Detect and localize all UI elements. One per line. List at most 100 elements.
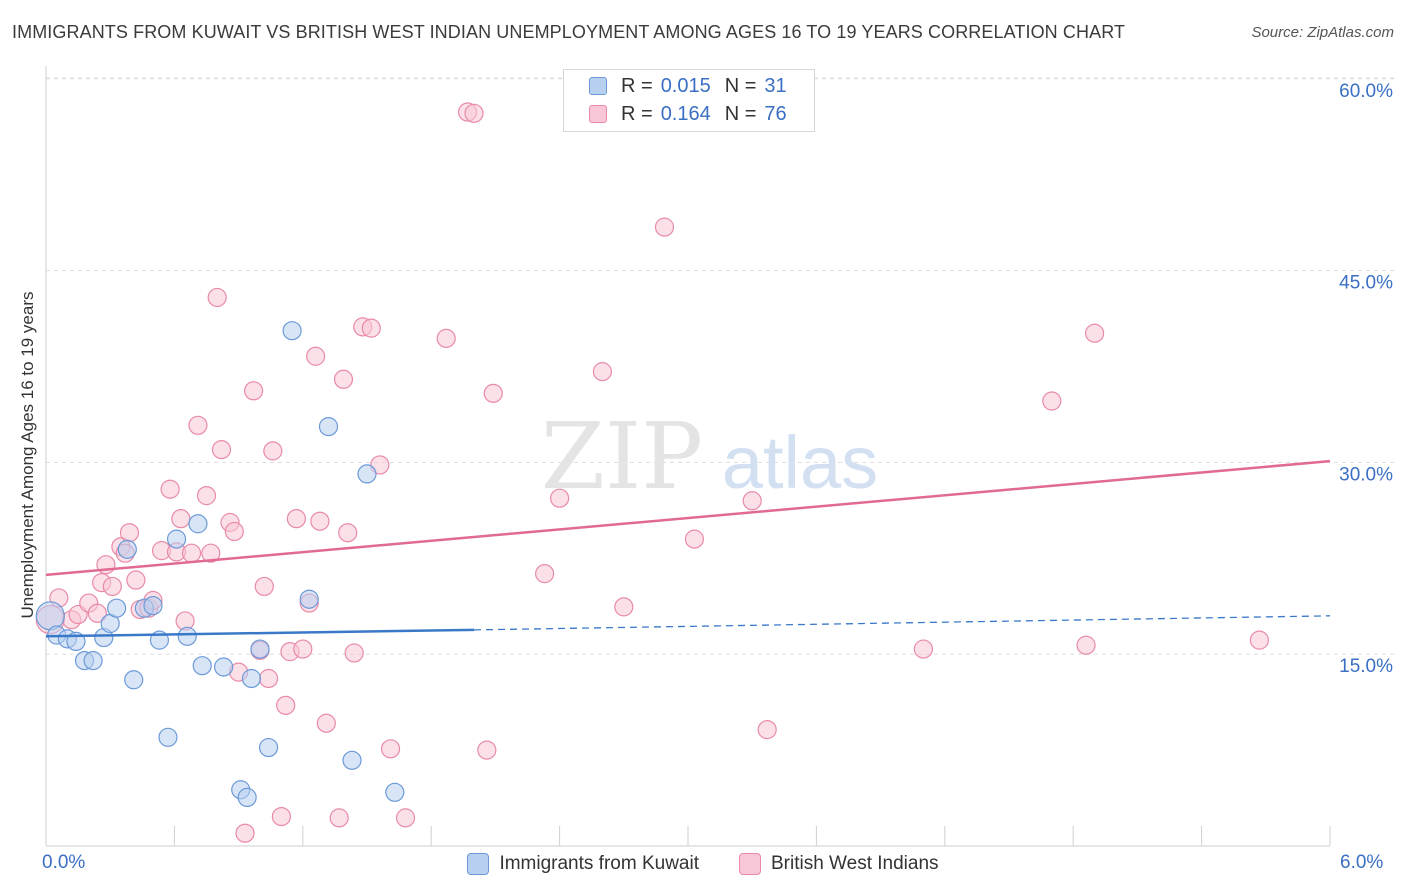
point-bwi [310, 511, 330, 531]
source-credit: Source: ZipAtlas.com [1251, 24, 1394, 41]
point-bwi [316, 713, 336, 733]
point-bwi [329, 808, 349, 828]
point-bwi [188, 415, 208, 435]
point-bwi [235, 823, 255, 843]
point-bwi [263, 441, 283, 461]
point-bwi [102, 576, 122, 597]
point-bwi [271, 806, 291, 827]
x-tick-label-max: 6.0% [1340, 852, 1384, 873]
point-kuwait [299, 589, 319, 609]
point-bwi [757, 720, 777, 740]
point-bwi [293, 639, 313, 659]
legend-item-kuwait: Immigrants from Kuwait [467, 853, 699, 875]
point-bwi [306, 346, 326, 366]
point-bwi [171, 509, 191, 529]
point-bwi [380, 739, 401, 759]
trend-lines [45, 459, 1331, 638]
point-bwi [535, 564, 555, 584]
point-bwi [684, 529, 705, 549]
grid-lines [46, 77, 1395, 655]
point-bwi [361, 318, 381, 338]
point-bwi [344, 643, 364, 663]
point-kuwait [318, 416, 339, 437]
point-bwi [211, 440, 232, 460]
point-kuwait [241, 668, 262, 689]
legend-label-kuwait: Immigrants from Kuwait [499, 853, 699, 874]
legend-n-value: 76 [764, 102, 787, 125]
point-kuwait [177, 626, 197, 646]
point-bwi [549, 488, 570, 508]
legend-r-label: R = [621, 74, 653, 97]
chart-title: IMMIGRANTS FROM KUWAIT VS BRITISH WEST I… [12, 22, 1126, 42]
point-bwi [258, 668, 279, 689]
point-bwi [1084, 323, 1105, 343]
trend-line-kuwait-extension [473, 615, 1331, 631]
point-kuwait [357, 464, 377, 484]
watermark-atlas: atlas [722, 421, 878, 504]
point-bwi [276, 695, 296, 715]
point-kuwait [117, 539, 137, 559]
point-bwi [464, 103, 484, 123]
legend-swatch-kuwait [589, 77, 607, 95]
point-bwi [160, 479, 180, 499]
y-tick-label: 45.0% [1339, 273, 1393, 294]
point-kuwait [158, 727, 178, 747]
legend-row-kuwait: R = 0.015 N = 31 [589, 74, 787, 98]
point-bwi [436, 328, 456, 348]
point-bwi [742, 491, 762, 511]
legend-swatch-kuwait [467, 853, 490, 875]
point-bwi [333, 369, 354, 389]
point-bwi [592, 362, 613, 382]
point-bwi [1076, 635, 1096, 655]
point-bwi [119, 523, 140, 543]
point-bwi [477, 740, 497, 760]
point-bwi [614, 597, 634, 617]
y-tick-label: 15.0% [1339, 656, 1393, 677]
legend-swatch-bwi [589, 105, 607, 123]
y-tick-label: 30.0% [1339, 464, 1393, 485]
legend-swatch-bwi [738, 853, 761, 875]
point-kuwait [192, 656, 212, 676]
point-bwi [254, 576, 274, 597]
point-kuwait [214, 657, 234, 677]
legend-r-value: 0.015 [660, 74, 711, 97]
point-kuwait [237, 787, 257, 808]
point-bwi [338, 523, 358, 543]
point-kuwait [83, 650, 103, 671]
point-bwi [654, 217, 675, 237]
point-kuwait [282, 321, 302, 341]
point-bwi [395, 808, 416, 828]
point-bwi [207, 287, 227, 308]
point-bwi [87, 603, 107, 623]
legend-r-value: 0.164 [660, 102, 711, 125]
point-bwi [1249, 630, 1269, 650]
point-kuwait [258, 737, 279, 758]
point-bwi [224, 521, 244, 542]
legend-stats: R = 0.015 N = 31 R = 0.164 N = 76 [563, 69, 815, 132]
point-bwi [1042, 391, 1062, 411]
point-bwi [201, 543, 221, 563]
point-kuwait [342, 750, 362, 770]
point-bwi [196, 486, 217, 506]
point-kuwait [166, 529, 187, 549]
watermark: ZIP atlas [541, 403, 878, 510]
legend-n-label: N = [724, 74, 757, 97]
legend-series: Immigrants from Kuwait British West Indi… [0, 851, 1406, 877]
legend-n-value: 31 [764, 74, 787, 97]
point-bwi [483, 383, 503, 403]
y-tick-label: 60.0% [1339, 81, 1393, 102]
series-immigrants-from-kuwait [35, 321, 405, 808]
point-bwi [913, 639, 934, 659]
legend-n-label: N = [724, 102, 757, 125]
point-bwi [126, 570, 146, 590]
point-kuwait [143, 596, 163, 616]
legend-r-label: R = [621, 102, 653, 125]
y-tick-labels: 15.0% 30.0% 45.0% 60.0% [1339, 81, 1393, 677]
point-kuwait [35, 601, 65, 631]
point-bwi [181, 543, 202, 563]
trend-line-bwi [45, 459, 1331, 577]
point-kuwait [188, 514, 208, 534]
point-kuwait [250, 639, 270, 659]
watermark-zip: ZIP [541, 403, 703, 510]
